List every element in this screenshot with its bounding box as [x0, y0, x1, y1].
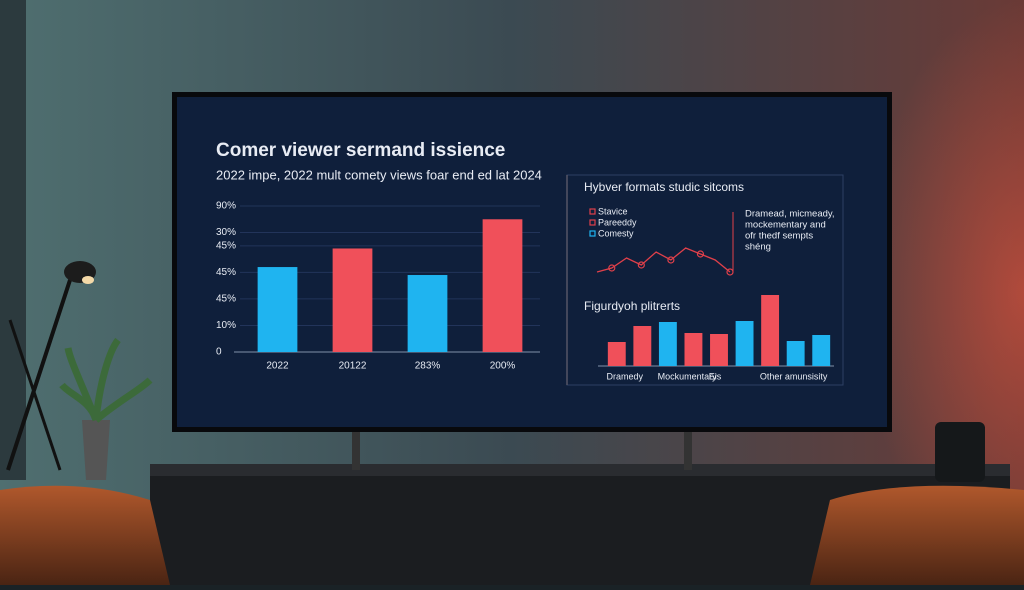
legend-label: Pareeddy	[598, 217, 637, 227]
bar	[658, 322, 677, 366]
point	[608, 264, 616, 272]
lamp-arm	[6, 279, 72, 471]
lamp-light	[82, 276, 94, 284]
chart-title: Figurdyoh plitrerts	[584, 299, 680, 313]
x-tick-label: 200%	[490, 361, 516, 372]
legend-label: Comesty	[598, 228, 634, 238]
plant	[59, 337, 153, 423]
bar	[482, 219, 523, 352]
legend-swatch	[589, 230, 596, 237]
annotation: ofr thedf sempts	[745, 231, 813, 242]
annotation: mockementary and	[745, 220, 826, 231]
y-tick-label: 10%	[216, 320, 236, 331]
point	[667, 256, 675, 264]
annotation: shéng	[745, 242, 771, 253]
x-tick-label: Mockumentary	[658, 371, 718, 381]
screen-subtitle: 2022 impe, 2022 mult comety views foar e…	[216, 167, 542, 182]
legend-swatch	[589, 208, 596, 215]
x-tick-label: Eis	[709, 371, 722, 381]
stand-leg	[684, 430, 692, 470]
speaker	[935, 422, 985, 482]
bar	[684, 333, 703, 366]
x-tick-label: Dramedy	[607, 371, 644, 381]
lamp-leg	[8, 319, 62, 471]
y-tick-label: 45%	[216, 240, 236, 251]
window-frame	[0, 0, 26, 480]
x-tick-label: 283%	[415, 361, 441, 372]
chair	[810, 485, 1024, 585]
y-tick-label: 45%	[216, 294, 236, 305]
bar	[735, 321, 754, 366]
y-tick-label: 0	[216, 347, 222, 358]
stand-leg	[352, 430, 360, 470]
point	[637, 261, 645, 269]
bar	[761, 295, 780, 366]
point	[696, 250, 705, 258]
y-tick-label: 45%	[216, 267, 236, 278]
annotation: Dramead, micmeady,	[745, 209, 835, 220]
x-tick-label: 20122	[339, 361, 367, 372]
screen-title: Comer viewer sermand issience	[216, 140, 505, 161]
chair	[0, 485, 170, 585]
y-tick-label: 90%	[216, 201, 236, 212]
bar	[607, 342, 626, 366]
bar	[710, 334, 728, 366]
x-tick-label: 2022	[266, 361, 289, 372]
bar	[407, 275, 448, 352]
bar	[812, 335, 831, 366]
cabinet-top	[150, 464, 1010, 476]
x-tick-label: Other amunsisity	[760, 371, 828, 381]
y-tick-label: 30%	[216, 227, 236, 238]
legend-swatch	[589, 219, 596, 226]
bar	[257, 267, 298, 352]
bar	[633, 326, 652, 366]
pot	[82, 420, 110, 480]
line	[596, 247, 731, 273]
bar	[786, 341, 805, 366]
chart-title: Hybver formats studic sitcoms	[584, 180, 744, 194]
bar	[332, 248, 373, 352]
tv-screen	[177, 97, 887, 427]
legend-label: Stavice	[598, 206, 628, 216]
